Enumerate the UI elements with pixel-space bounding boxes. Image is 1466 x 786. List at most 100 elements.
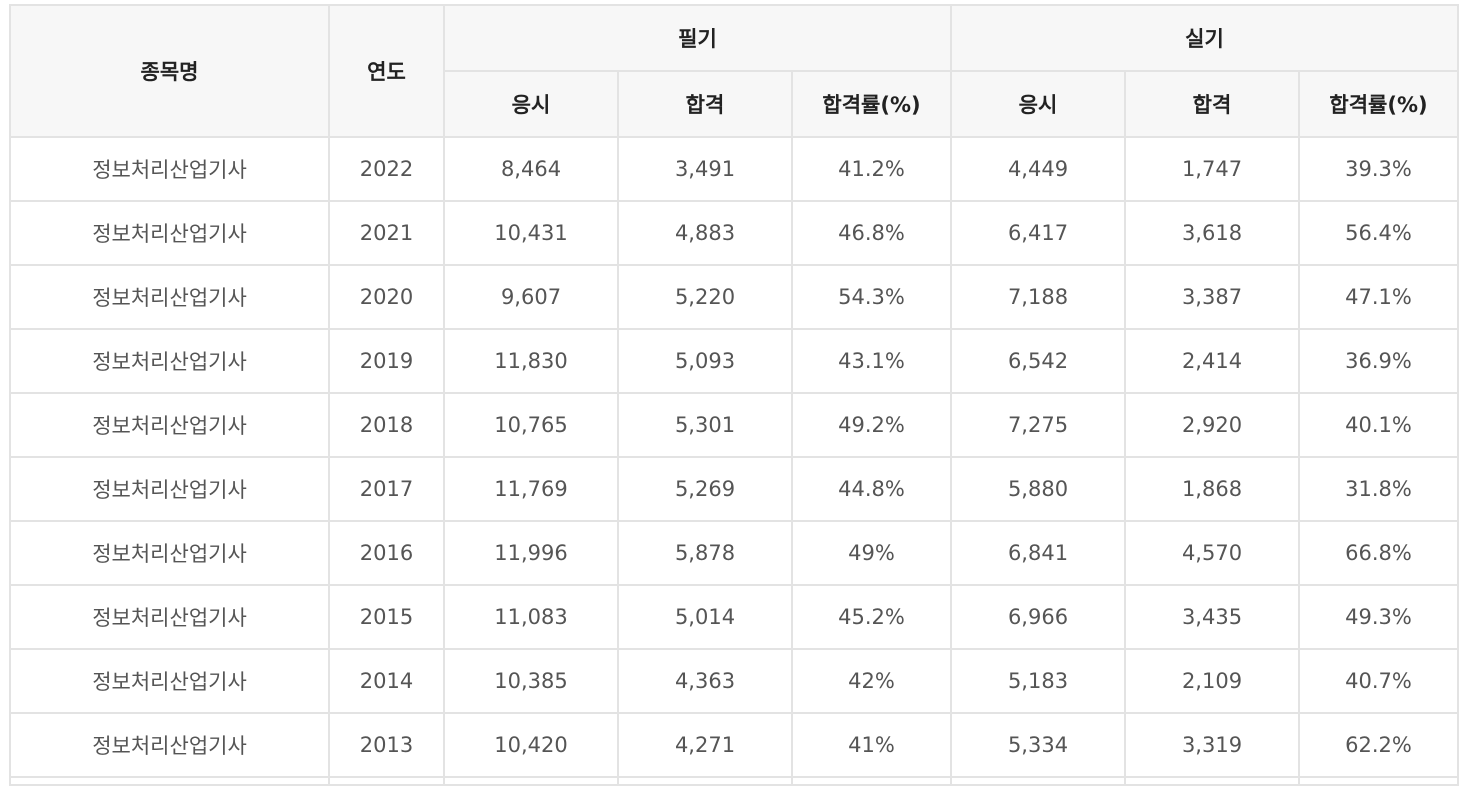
table-row: 정보처리산업기사 2019 11,830 5,093 43.1% 6,542 2,414 36…: [9, 328, 1459, 394]
cell-written-rate: 46.8%: [791, 200, 952, 266]
header-written: 필기: [443, 4, 952, 72]
cell-practical-apply: 6,966: [950, 584, 1126, 650]
header-practical-apply: 응시: [950, 70, 1126, 138]
cell-written-rate: 43.1%: [791, 328, 952, 394]
header-row-top: 종목명 연도 필기 실기: [9, 4, 1459, 138]
cell-written-rate: 45.2%: [791, 584, 952, 650]
cell-practical-apply: 6,417: [950, 200, 1126, 266]
cell-written-pass: 5,093: [617, 328, 793, 394]
cell-written-apply: 11,996: [443, 520, 619, 586]
cell-name: 정보처리산업기사: [9, 520, 330, 586]
cell-year: 2015: [328, 584, 445, 650]
cell-year: 2022: [328, 136, 445, 202]
cell-practical-pass: 3,387: [1124, 264, 1300, 330]
cell-year: 2013: [328, 712, 445, 778]
cell-practical-apply: 5,334: [950, 712, 1126, 778]
cell-year: 2021: [328, 200, 445, 266]
cell-written-apply: 11,830: [443, 328, 619, 394]
header-practical: 실기: [950, 4, 1459, 72]
cell-name: 정보처리산업기사: [9, 328, 330, 394]
cell-written-rate: 49.2%: [791, 392, 952, 458]
cell-practical-rate: 40.1%: [1298, 392, 1459, 458]
cell-practical-apply: 6,841: [950, 520, 1126, 586]
cell-practical-apply: 7,275: [950, 392, 1126, 458]
header-practical-rate: 합격률(%): [1298, 70, 1459, 138]
cell-practical-pass: 2,414: [1124, 328, 1300, 394]
cell-written-pass: 5,301: [617, 392, 793, 458]
cell-written-pass: 5,878: [617, 520, 793, 586]
cell-practical-apply: 6,542: [950, 328, 1126, 394]
cell-practical-pass: 1,868: [1124, 456, 1300, 522]
header-written-rate: 합격률(%): [791, 70, 952, 138]
table-row-partial: [9, 776, 1459, 786]
cell-written-apply: 11,769: [443, 456, 619, 522]
cell-year: 2018: [328, 392, 445, 458]
cell-year: 2016: [328, 520, 445, 586]
table-header: 종목명 연도 필기 실기 응시 합격 합격률(%) 응시 합격 합격률(%): [9, 4, 1459, 138]
table-row: 정보처리산업기사 2022 8,464 3,491 41.2% 4,449 1,747 39.…: [9, 136, 1459, 202]
cell-written-rate: 42%: [791, 648, 952, 714]
cell-written-pass: 3,491: [617, 136, 793, 202]
cell-practical-pass: 3,618: [1124, 200, 1300, 266]
header-practical-pass: 합격: [1124, 70, 1300, 138]
cell-written-pass: 5,014: [617, 584, 793, 650]
cell-written-apply: 10,420: [443, 712, 619, 778]
table-row: 정보처리산업기사 2018 10,765 5,301 49.2% 7,275 2,920 40…: [9, 392, 1459, 458]
cell-name: 정보처리산업기사: [9, 136, 330, 202]
table-row: 정보처리산업기사 2013 10,420 4,271 41% 5,334 3,319 62.2…: [9, 712, 1459, 778]
header-row-sub: 응시 합격 합격률(%) 응시 합격 합격률(%): [10, 70, 1459, 138]
cell-practical-pass: 4,570: [1124, 520, 1300, 586]
cell-written-rate: 54.3%: [791, 264, 952, 330]
cell-name: 정보처리산업기사: [9, 456, 330, 522]
cell-practical-pass: 2,920: [1124, 392, 1300, 458]
cell-written-pass: 4,363: [617, 648, 793, 714]
table-row: 정보처리산업기사 2017 11,769 5,269 44.8% 5,880 1,868 31…: [9, 456, 1459, 522]
exam-stats-table: 종목명 연도 필기 실기 응시 합격 합격률(%) 응시 합격 합격률(%) 정…: [9, 4, 1459, 786]
cell-practical-rate: 39.3%: [1298, 136, 1459, 202]
cell-written-apply: 8,464: [443, 136, 619, 202]
table-row: 정보처리산업기사 2016 11,996 5,878 49% 6,841 4,570 66.8…: [9, 520, 1459, 586]
header-written-pass: 합격: [617, 70, 793, 138]
cell-name: 정보처리산업기사: [9, 264, 330, 330]
cell-written-rate: 41%: [791, 712, 952, 778]
table-body: 정보처리산업기사 2022 8,464 3,491 41.2% 4,449 1,747 39.…: [9, 136, 1459, 786]
cell-written-pass: 4,271: [617, 712, 793, 778]
cell-practical-rate: 49.3%: [1298, 584, 1459, 650]
cell-practical-apply: 4,449: [950, 136, 1126, 202]
cell-practical-apply: 5,183: [950, 648, 1126, 714]
cell-written-apply: 11,083: [443, 584, 619, 650]
cell-practical-rate: 56.4%: [1298, 200, 1459, 266]
table-row: 정보처리산업기사 2015 11,083 5,014 45.2% 6,966 3,435 49…: [9, 584, 1459, 650]
cell-written-rate: 41.2%: [791, 136, 952, 202]
cell-year: 2017: [328, 456, 445, 522]
cell-year: 2014: [328, 648, 445, 714]
cell-name: 정보처리산업기사: [9, 200, 330, 266]
table-row: 정보처리산업기사 2020 9,607 5,220 54.3% 7,188 3,387 47.…: [9, 264, 1459, 330]
table-row: 정보처리산업기사 2021 10,431 4,883 46.8% 6,417 3,618 56…: [9, 200, 1459, 266]
cell-written-pass: 5,269: [617, 456, 793, 522]
cell-written-rate: 49%: [791, 520, 952, 586]
table-row: 정보처리산업기사 2014 10,385 4,363 42% 5,183 2,109 40.7…: [9, 648, 1459, 714]
cell-name: 정보처리산업기사: [9, 392, 330, 458]
cell-year: 2019: [328, 328, 445, 394]
cell-practical-pass: 1,747: [1124, 136, 1300, 202]
cell-written-rate: 44.8%: [791, 456, 952, 522]
cell-year: 2020: [328, 264, 445, 330]
cell-practical-rate: 40.7%: [1298, 648, 1459, 714]
header-written-apply: 응시: [443, 70, 619, 138]
cell-name: 정보처리산업기사: [9, 712, 330, 778]
cell-practical-rate: 31.8%: [1298, 456, 1459, 522]
cell-name: 정보처리산업기사: [9, 584, 330, 650]
header-name: 종목명: [9, 4, 330, 138]
exam-stats-table-container: 종목명 연도 필기 실기 응시 합격 합격률(%) 응시 합격 합격률(%) 정…: [9, 4, 1459, 786]
cell-practical-pass: 3,319: [1124, 712, 1300, 778]
cell-name: 정보처리산업기사: [9, 648, 330, 714]
cell-written-apply: 9,607: [443, 264, 619, 330]
cell-practical-rate: 66.8%: [1298, 520, 1459, 586]
cell-written-pass: 4,883: [617, 200, 793, 266]
cell-practical-apply: 5,880: [950, 456, 1126, 522]
cell-written-apply: 10,385: [443, 648, 619, 714]
cell-written-apply: 10,431: [443, 200, 619, 266]
cell-practical-rate: 62.2%: [1298, 712, 1459, 778]
cell-practical-apply: 7,188: [950, 264, 1126, 330]
